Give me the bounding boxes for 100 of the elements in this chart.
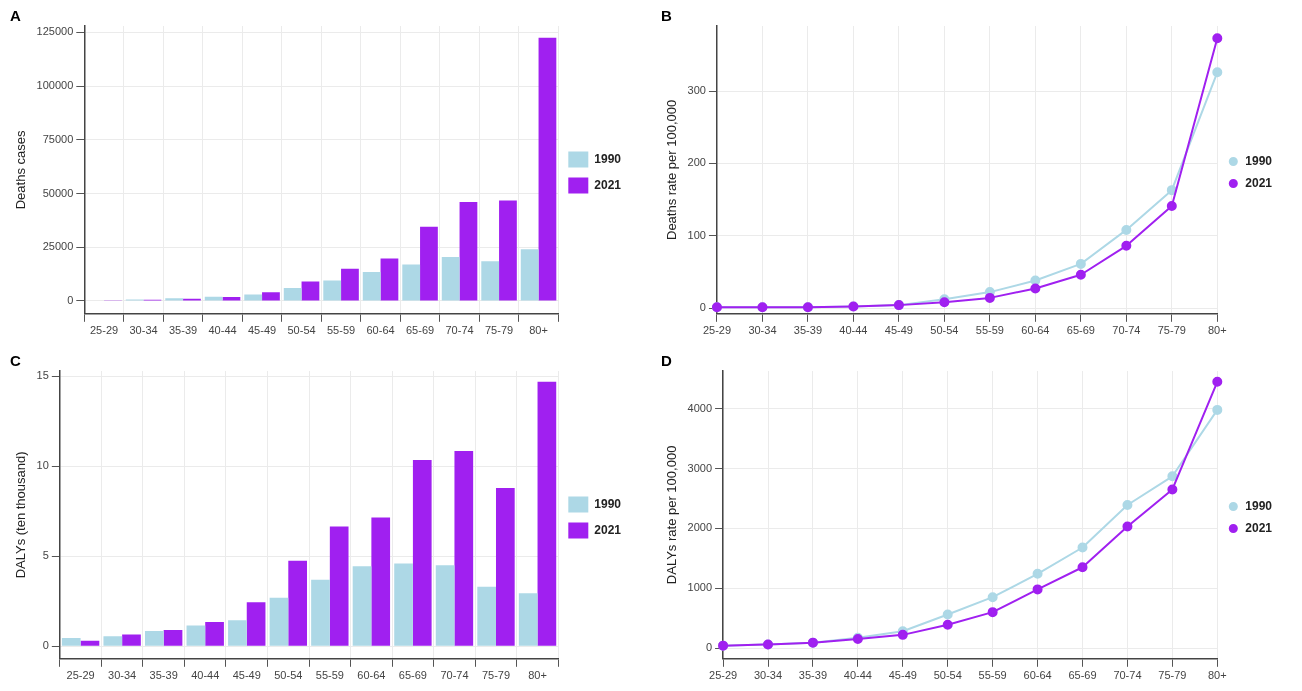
point	[942, 619, 953, 630]
x-tick-label: 55-59	[975, 324, 1004, 337]
point	[1166, 185, 1177, 196]
bar	[454, 451, 474, 646]
point	[1032, 568, 1043, 579]
point	[1167, 484, 1178, 495]
y-axis-title: Deaths cases	[13, 130, 29, 210]
x-tick-label: 80+	[1207, 324, 1227, 337]
y-axis-title: DALYs (ten thousand)	[13, 451, 29, 579]
y-axis-title: DALYs rate per 100,000	[664, 445, 680, 585]
bar	[61, 638, 81, 646]
x-tick-label: 65-69	[1066, 324, 1095, 337]
bar	[362, 271, 381, 301]
bar	[538, 37, 557, 301]
legend-label: 2021	[594, 522, 622, 537]
y-tick-label: 25000	[42, 240, 74, 253]
x-tick-label: 40-44	[839, 324, 868, 337]
x-tick-label: 40-44	[191, 669, 220, 682]
x-tick-label: 70-74	[445, 324, 474, 337]
bar	[283, 288, 302, 301]
x-tick-label: 45-49	[247, 324, 277, 337]
point	[1121, 224, 1132, 235]
legend-label: 2021	[1245, 175, 1273, 190]
point	[987, 607, 998, 618]
point	[1212, 376, 1223, 387]
x-tick-label: 25-29	[89, 324, 119, 337]
legend-label: 1990	[1245, 153, 1273, 168]
point	[1075, 269, 1086, 280]
x-tick-label: 70-74	[1113, 669, 1142, 682]
point	[1212, 33, 1223, 44]
x-tick-label: 40-44	[208, 324, 237, 337]
bar	[269, 597, 289, 646]
y-tick-label: 0	[67, 293, 74, 306]
point	[1030, 283, 1041, 294]
y-tick-label: 0	[699, 301, 706, 314]
point	[987, 592, 998, 603]
chart-title: C	[10, 352, 21, 370]
y-tick-label: 2000	[687, 521, 713, 534]
bar	[459, 202, 478, 301]
x-tick-label: 30-34	[748, 324, 777, 337]
y-tick-label: 5	[42, 549, 49, 562]
point	[942, 609, 953, 620]
x-tick-label: 60-64	[357, 669, 386, 682]
bar	[499, 200, 517, 301]
bar	[80, 640, 100, 646]
chart-title: D	[661, 352, 672, 370]
legend-label: 2021	[594, 177, 622, 192]
x-tick-label: 55-59	[326, 324, 356, 337]
bar	[311, 579, 330, 646]
bar	[352, 566, 372, 646]
legend-label: 1990	[1245, 498, 1273, 513]
legend-label: 2021	[1245, 520, 1273, 535]
y-tick-label: 300	[687, 84, 706, 97]
x-tick-label: 80+	[1207, 669, 1227, 682]
x-tick-label: 60-64	[366, 324, 395, 337]
bar	[481, 261, 500, 301]
point	[1122, 521, 1133, 532]
legend-label: 1990	[594, 496, 622, 511]
bar	[496, 487, 515, 646]
point	[1077, 542, 1088, 553]
x-tick-label: 65-69	[405, 324, 435, 337]
bar	[371, 517, 391, 646]
bar	[477, 586, 496, 646]
bar	[288, 560, 307, 646]
bar	[518, 593, 538, 646]
y-axis-title: Deaths rate per 100,000	[664, 99, 680, 241]
y-tick-label: 0	[705, 641, 713, 654]
x-tick-label: 65-69	[398, 669, 427, 682]
bar	[402, 264, 421, 301]
y-tick-label: 0	[42, 639, 49, 652]
x-tick-label: 75-79	[1157, 324, 1186, 337]
x-tick-label: 35-39	[168, 324, 198, 337]
y-tick-label: 200	[687, 156, 706, 169]
bar	[163, 630, 183, 646]
bar	[394, 563, 413, 646]
bar	[341, 268, 359, 301]
x-tick-label: 80+	[529, 324, 548, 337]
x-tick-label: 50-54	[930, 324, 959, 337]
y-tick-label: 3000	[687, 461, 713, 474]
y-tick-label: 1000	[687, 581, 713, 594]
x-tick-label: 65-69	[1068, 669, 1097, 682]
x-tick-label: 60-64	[1021, 324, 1050, 337]
bar	[122, 634, 141, 646]
x-tick-label: 80+	[528, 669, 547, 682]
y-tick-label: 125000	[36, 25, 74, 38]
x-tick-label: 60-64	[1023, 669, 1052, 682]
x-tick-label: 45-49	[888, 669, 917, 682]
bar	[420, 226, 438, 301]
y-tick-label: 15	[36, 369, 49, 382]
point	[1121, 240, 1132, 251]
x-tick-label: 70-74	[440, 669, 469, 682]
x-tick-label: 30-34	[753, 669, 783, 682]
bar	[441, 256, 460, 301]
x-tick-label: 75-79	[1158, 669, 1187, 682]
y-tick-label: 10	[36, 459, 49, 472]
x-tick-label: 75-79	[484, 324, 514, 337]
bar	[144, 630, 164, 646]
x-tick-label: 35-39	[798, 669, 827, 682]
x-tick-label: 45-49	[884, 324, 913, 337]
bar	[205, 621, 224, 646]
